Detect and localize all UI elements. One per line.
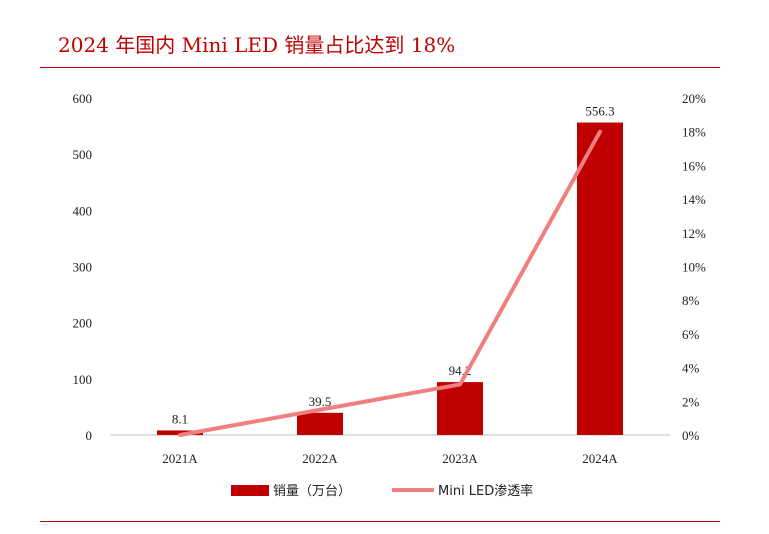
left-axis-tick-label: 300 xyxy=(73,260,93,275)
right-axis-tick-label: 4% xyxy=(682,361,700,376)
x-axis-tick-label: 2023A xyxy=(442,451,478,466)
bar xyxy=(157,430,203,435)
legend: 销量（万台） Mini LED渗透率 xyxy=(231,483,533,499)
legend-label-line: Mini LED渗透率 xyxy=(438,483,533,499)
right-y-axis: 0% 2% 4% 6% 8% 10% 12% 14% 16% 18% 20% xyxy=(682,91,706,443)
right-axis-tick-label: 14% xyxy=(682,192,706,207)
right-axis-tick-label: 10% xyxy=(682,260,706,275)
legend-swatch-bar xyxy=(231,485,269,496)
x-axis-tick-label: 2024A xyxy=(582,451,618,466)
x-axis: 2021A 2022A 2023A 2024A xyxy=(162,451,618,466)
bar xyxy=(437,382,483,435)
title-divider xyxy=(40,67,720,68)
right-axis-tick-label: 2% xyxy=(682,394,700,409)
right-axis-tick-label: 6% xyxy=(682,327,700,342)
x-axis-tick-label: 2021A xyxy=(162,451,198,466)
bar xyxy=(577,122,623,435)
left-axis-tick-label: 200 xyxy=(73,316,93,331)
bar-data-label: 556.3 xyxy=(585,104,614,119)
right-axis-tick-label: 8% xyxy=(682,293,700,308)
bar xyxy=(297,412,343,435)
bar-data-label: 8.1 xyxy=(172,411,188,426)
left-axis-tick-label: 500 xyxy=(73,147,93,162)
left-axis-tick-label: 600 xyxy=(73,91,93,106)
left-axis-tick-label: 400 xyxy=(73,203,93,218)
right-axis-tick-label: 0% xyxy=(682,428,700,443)
right-axis-tick-label: 18% xyxy=(682,125,706,140)
legend-label-bar: 销量（万台） xyxy=(273,484,351,499)
left-axis-tick-label: 100 xyxy=(73,372,93,387)
right-axis-tick-label: 12% xyxy=(682,226,706,241)
footer-divider xyxy=(40,521,720,522)
x-axis-tick-label: 2022A xyxy=(302,451,338,466)
right-axis-tick-label: 20% xyxy=(682,91,706,106)
left-axis-tick-label: 0 xyxy=(86,428,93,443)
line-series xyxy=(178,129,602,437)
right-axis-tick-label: 16% xyxy=(682,158,706,173)
left-y-axis: 0 100 200 300 400 500 600 xyxy=(73,91,93,443)
penetration-line xyxy=(178,129,602,437)
chart-title: 2024 年国内 Mini LED 销量占比达到 18% xyxy=(58,33,456,57)
bar-data-label: 39.5 xyxy=(309,394,332,409)
